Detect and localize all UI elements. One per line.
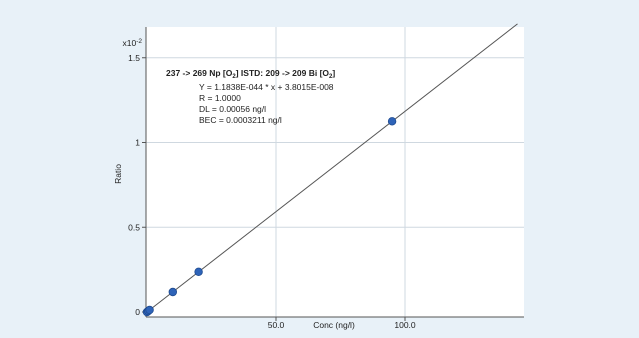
axis-layer bbox=[142, 27, 524, 321]
labels-layer: 0 0.5 1 1.5 50.0 100.0 x10-2 Conc (ng/l) Ratio 23… bbox=[113, 38, 416, 330]
y-tick-label: 1 bbox=[135, 138, 140, 148]
annotation-title: 237 -> 269 Np [O2] ISTD: 209 -> 209 Bi [… bbox=[166, 68, 335, 80]
data-point bbox=[168, 287, 177, 297]
x-axis-title: Conc (ng/l) bbox=[313, 320, 355, 330]
x-tick-label: 100.0 bbox=[394, 320, 416, 330]
y-tick-label: 1.5 bbox=[128, 53, 140, 63]
y-tick-label: 0.5 bbox=[128, 222, 140, 232]
data-point bbox=[194, 267, 203, 277]
plot-background bbox=[146, 27, 524, 317]
y-axis-title: Ratio bbox=[113, 164, 123, 184]
annotation-line: BEC = 0.0003211 ng/l bbox=[199, 115, 282, 125]
y-tick-label: 0 bbox=[135, 307, 140, 317]
fit-line bbox=[146, 23, 518, 313]
grid-layer bbox=[146, 27, 524, 317]
data-point bbox=[387, 117, 397, 126]
data-point bbox=[145, 305, 154, 315]
annotation-line: R = 1.0000 bbox=[199, 93, 241, 103]
x-tick-label: 50.0 bbox=[268, 320, 285, 330]
annotation-line: DL = 0.00056 ng/l bbox=[199, 104, 266, 114]
fit-line-layer bbox=[146, 23, 518, 313]
points-layer bbox=[142, 117, 397, 317]
annotation-line: Y = 1.1838E-044 * x + 3.8015E-008 bbox=[199, 82, 334, 92]
y-multiplier-label: x10-2 bbox=[123, 38, 143, 48]
